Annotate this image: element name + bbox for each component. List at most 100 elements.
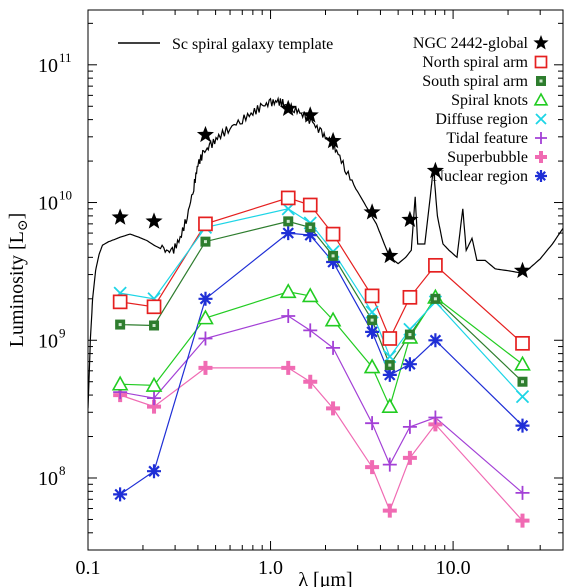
data-point xyxy=(198,216,213,232)
x-tick-label: 10.0 xyxy=(436,557,471,579)
data-point xyxy=(515,389,530,404)
data-point xyxy=(328,250,339,261)
series-line xyxy=(120,291,523,409)
data-point xyxy=(367,315,378,326)
data-point xyxy=(326,401,341,416)
data-point xyxy=(281,226,296,241)
legend-marker xyxy=(535,170,547,182)
axis-ticks xyxy=(87,10,564,551)
data-point xyxy=(302,197,318,213)
y-tick-exponent: 10 xyxy=(59,188,72,203)
y-tick-exponent: 11 xyxy=(59,50,72,65)
data-point xyxy=(326,340,341,355)
data-point xyxy=(147,464,161,479)
data-point xyxy=(324,131,342,149)
data-point xyxy=(197,309,214,325)
x-axis-label: λ [μm] xyxy=(298,569,352,587)
data-point xyxy=(305,222,316,233)
data-point xyxy=(303,228,318,243)
y-tick-exponent: 8 xyxy=(59,463,66,478)
data-point xyxy=(384,360,395,371)
data-point xyxy=(326,255,341,269)
legend-label: NGC 2442-global xyxy=(413,35,529,52)
plot-frame xyxy=(87,9,564,551)
data-point xyxy=(363,358,381,374)
template-curve xyxy=(88,96,563,409)
data-point xyxy=(402,419,417,434)
data-point xyxy=(280,190,296,206)
data-point xyxy=(281,309,296,324)
y-tick-label: 10 xyxy=(38,330,58,352)
data-point xyxy=(365,324,380,339)
legend-marker xyxy=(535,113,547,125)
series-layer xyxy=(111,99,532,528)
x-tick-label: 0.1 xyxy=(76,557,101,579)
data-point xyxy=(382,503,397,518)
data-point xyxy=(324,311,342,327)
series-line xyxy=(120,220,523,383)
data-point xyxy=(303,323,318,338)
legend-marker xyxy=(535,132,547,144)
legend-label: North spiral arm xyxy=(422,54,528,71)
legend-label: Sc spiral galaxy template xyxy=(172,36,333,53)
data-point xyxy=(404,329,415,340)
legend-label: Spiral knots xyxy=(451,92,528,109)
data-point xyxy=(113,487,128,502)
data-point xyxy=(364,288,380,304)
y-tick-label: 10 xyxy=(38,468,58,490)
data-point xyxy=(428,257,443,273)
data-point xyxy=(515,485,530,500)
data-point xyxy=(430,293,441,304)
x-tick-label: 1.0 xyxy=(258,557,283,579)
legend-label: Nuclear region xyxy=(432,168,528,185)
data-point xyxy=(402,289,418,305)
template-curve-layer xyxy=(88,96,563,409)
data-point xyxy=(365,460,380,475)
legend-marker xyxy=(534,55,548,69)
data-point xyxy=(428,410,443,425)
legend-label: Superbubble xyxy=(447,149,528,166)
data-point xyxy=(301,287,319,303)
data-point xyxy=(111,208,129,225)
series-line xyxy=(119,232,523,495)
data-point xyxy=(149,320,160,331)
data-point xyxy=(363,203,381,220)
data-point xyxy=(402,357,417,372)
series-line xyxy=(120,197,523,344)
data-point xyxy=(515,335,530,351)
data-point xyxy=(145,376,163,392)
data-point xyxy=(198,291,213,306)
data-point xyxy=(112,294,128,310)
legend-label: South spiral arm xyxy=(422,73,528,90)
y-tick-exponent: 9 xyxy=(59,325,66,340)
data-point xyxy=(382,331,398,346)
data-point xyxy=(402,450,417,465)
data-point xyxy=(381,397,399,413)
data-point xyxy=(381,246,399,264)
data-point xyxy=(283,216,294,227)
data-point xyxy=(382,367,397,382)
legend-marker xyxy=(536,76,546,86)
data-point xyxy=(428,333,443,348)
legend-label: Diffuse region xyxy=(435,111,528,128)
data-point xyxy=(515,418,530,433)
series-line xyxy=(119,367,523,522)
data-point xyxy=(111,375,129,391)
data-point xyxy=(365,416,380,431)
legend: Sc spiral galaxy template NGC 2442-global… xyxy=(118,35,549,185)
legend-marker xyxy=(535,151,547,163)
data-point xyxy=(382,457,397,472)
data-point xyxy=(145,212,163,229)
data-point xyxy=(115,319,126,330)
data-point xyxy=(325,226,341,242)
y-tick-label: 10 xyxy=(38,55,58,77)
data-point xyxy=(279,99,297,116)
data-point xyxy=(301,106,319,123)
y-axis-label: Luminosity [L⊙] xyxy=(6,213,31,348)
data-point xyxy=(514,355,531,371)
data-point xyxy=(281,360,296,375)
data-point xyxy=(517,376,528,387)
y-tick-label: 10 xyxy=(38,193,58,215)
